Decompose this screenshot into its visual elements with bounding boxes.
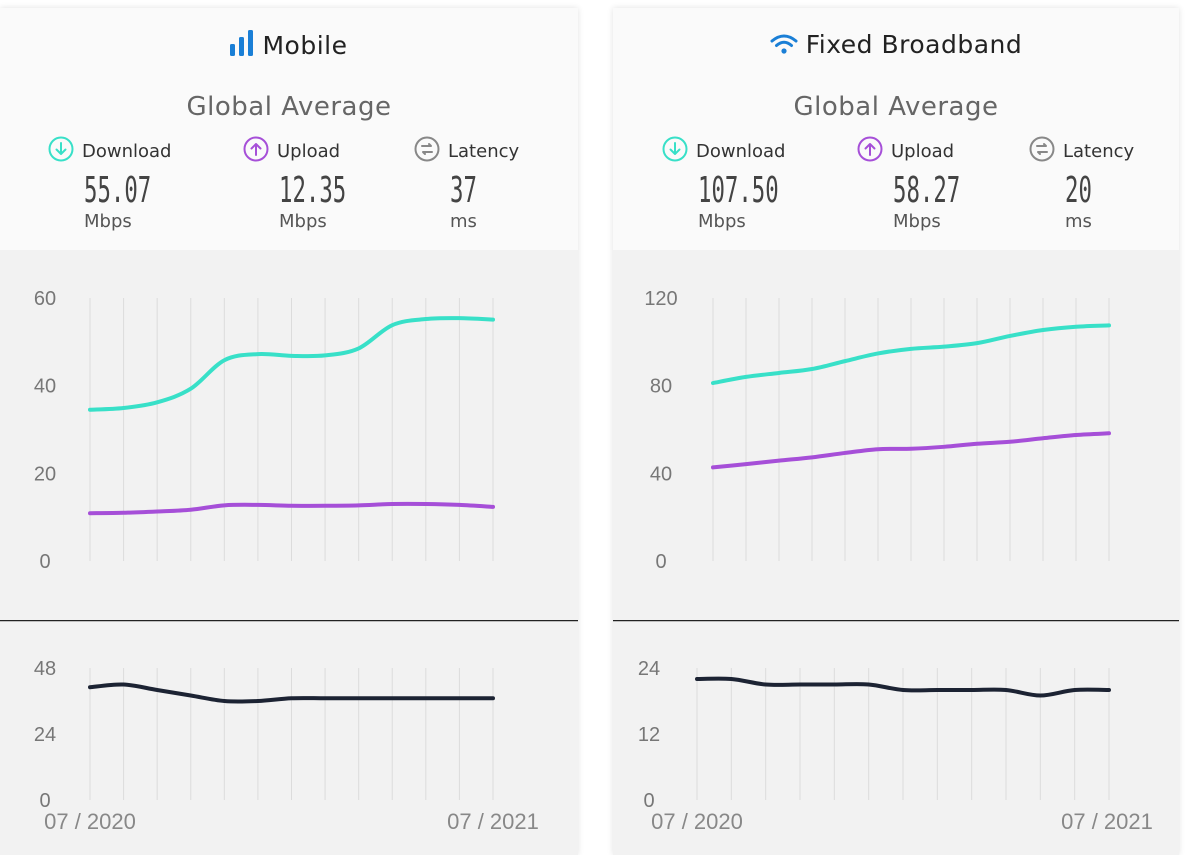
- broadband-panel: Fixed Broadband Global Average Download …: [613, 8, 1179, 855]
- latency-series-line: [88, 682, 495, 704]
- broadband-latency-metric: Latency 20 ms: [1029, 136, 1134, 232]
- latency-series-line: [695, 676, 1111, 698]
- download-unit: Mbps: [698, 211, 746, 232]
- mobile-panel: Mobile Global Average Download 55.07 Mbp…: [0, 8, 578, 855]
- wifi-icon: [770, 32, 798, 61]
- latency-unit: ms: [450, 211, 477, 232]
- broadband-title: Fixed Broadband: [613, 30, 1179, 61]
- arrow-up-circle-icon: [243, 136, 269, 167]
- y-tick-label: 40: [650, 463, 672, 485]
- broadband-header: Fixed Broadband Global Average Download …: [613, 8, 1179, 250]
- broadband-download-metric: Download 107.50 Mbps: [662, 136, 828, 232]
- broadband-subtitle: Global Average: [793, 92, 999, 122]
- latency-unit: ms: [1065, 211, 1092, 232]
- y-tick-label: 120: [644, 288, 677, 310]
- latency-label: Latency: [1063, 141, 1135, 162]
- download-label: Download: [696, 141, 786, 162]
- x-end-date-label: 07 / 2021: [1061, 809, 1153, 834]
- latency-circle-icon: [414, 136, 440, 167]
- x-start-date-label: 07 / 2020: [651, 809, 743, 834]
- latency-label: Latency: [448, 141, 520, 162]
- upload-label: Upload: [277, 141, 341, 162]
- arrow-down-circle-icon: [48, 136, 74, 167]
- y-tick-label: 12: [638, 724, 660, 746]
- upload-label: Upload: [891, 141, 955, 162]
- mobile-subtitle: Global Average: [186, 92, 392, 122]
- y-tick-label: 0: [655, 551, 666, 573]
- mobile-download-metric: Download 55.07 Mbps: [48, 136, 192, 232]
- broadband-upload-metric: Upload 58.27 Mbps: [857, 136, 1001, 232]
- latency-circle-icon: [1029, 136, 1055, 167]
- download-label: Download: [82, 141, 172, 162]
- y-tick-label: 0: [39, 551, 50, 573]
- upload-unit: Mbps: [279, 211, 327, 232]
- broadband-title-text: Fixed Broadband: [805, 30, 1023, 59]
- y-tick-label: 48: [34, 658, 56, 680]
- download-unit: Mbps: [84, 211, 132, 232]
- x-start-date-label: 07 / 2020: [44, 809, 136, 834]
- mobile-latency-metric: Latency 37 ms: [414, 136, 519, 232]
- upload-series-line: [88, 501, 495, 516]
- signal-bars-icon: [230, 30, 254, 62]
- mobile-title: Mobile: [0, 30, 578, 62]
- y-tick-label: 20: [34, 463, 56, 485]
- download-series-line: [711, 323, 1111, 386]
- y-tick-label: 80: [650, 376, 672, 398]
- y-tick-label: 24: [34, 724, 56, 746]
- upload-value: 58.27: [893, 170, 961, 211]
- y-tick-label: 0: [643, 790, 654, 812]
- arrow-up-circle-icon: [857, 136, 883, 167]
- y-tick-label: 60: [34, 288, 56, 310]
- mobile-speed-chart: 0 20 40 60: [34, 288, 495, 573]
- latency-value: 37: [450, 170, 477, 211]
- upload-series-line: [711, 431, 1111, 470]
- mobile-title-text: Mobile: [262, 31, 348, 60]
- mobile-header: Mobile Global Average Download 55.07 Mbp…: [0, 8, 578, 250]
- latency-value: 20: [1065, 170, 1092, 211]
- download-series-line: [88, 316, 495, 412]
- upload-unit: Mbps: [893, 211, 941, 232]
- upload-value: 12.35: [279, 170, 347, 211]
- mobile-latency-chart: 0 24 48 07 / 2020 07 / 2021: [0, 620, 578, 834]
- x-end-date-label: 07 / 2021: [447, 809, 539, 834]
- arrow-down-circle-icon: [662, 136, 688, 167]
- download-value: 55.07: [84, 170, 152, 211]
- y-tick-label: 0: [39, 790, 50, 812]
- y-tick-label: 24: [638, 658, 660, 680]
- broadband-latency-chart: 0 12 24 07 / 2020 07 / 2021: [613, 620, 1179, 834]
- broadband-speed-chart: 0 40 80 120: [644, 288, 1111, 573]
- mobile-upload-metric: Upload 12.35 Mbps: [243, 136, 387, 232]
- y-tick-label: 40: [34, 376, 56, 398]
- download-value: 107.50: [698, 170, 779, 211]
